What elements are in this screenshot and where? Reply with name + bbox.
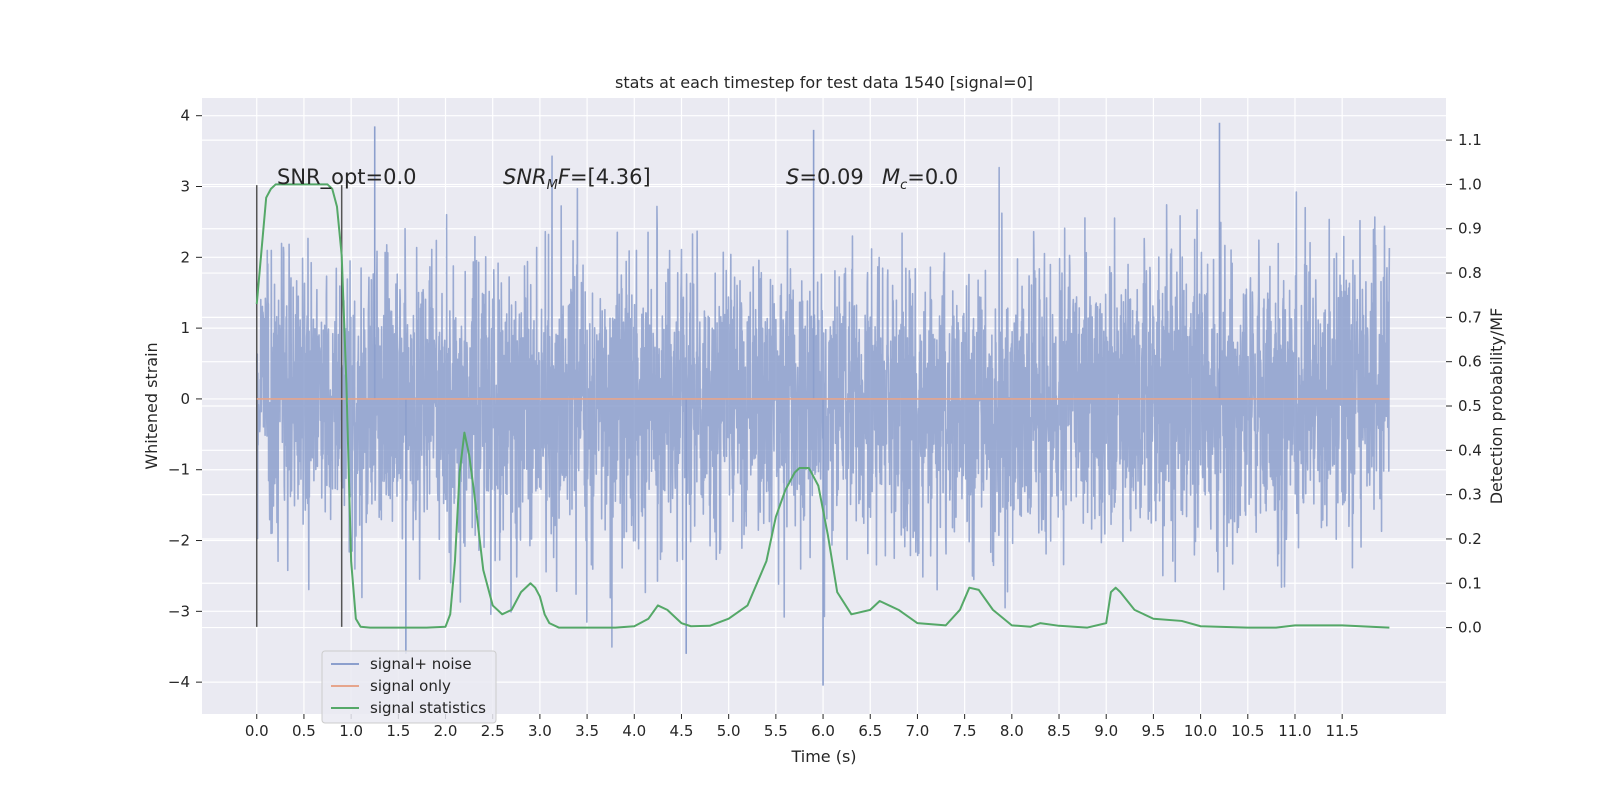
y-tick-label-3: 1 <box>180 319 190 337</box>
annotation-s-symbol: S <box>786 165 799 189</box>
x-tick-label-20: 10.0 <box>1184 722 1217 740</box>
y-tick-label-6: −2 <box>168 532 190 550</box>
legend-box <box>321 650 497 724</box>
annotation-mc-symbol: M <box>882 165 900 189</box>
y2-tick-label-7: 0.4 <box>1458 441 1482 459</box>
x-tick-label-13: 6.5 <box>858 722 882 740</box>
series-line-signal-statistics <box>255 183 1390 629</box>
legend-label-signal-statistics: signal statistics <box>370 699 486 717</box>
y2-axis-ticks: 1.1 1.0 0.9 0.8 0.7 0.6 0.5 0.4 0.3 0.2 0.1 0.0 <box>1446 131 1482 637</box>
annotation-s: S=0.09 <box>786 165 864 189</box>
y-tick-label-7: −3 <box>168 602 190 620</box>
annotation-s-value: =0.09 <box>799 165 863 189</box>
legend: signal+ noise signal only signal statist… <box>321 650 497 724</box>
y2-tick-label-2: 0.9 <box>1458 220 1482 238</box>
x-tick-label-0: 0.0 <box>245 722 269 740</box>
y-tick-label-5: −1 <box>168 461 190 479</box>
y2-tick-label-3: 0.8 <box>1458 264 1482 282</box>
x-tick-label-6: 3.0 <box>528 722 552 740</box>
x-tick-label-16: 8.0 <box>1000 722 1024 740</box>
x-tick-label-11: 5.5 <box>764 722 788 740</box>
x-tick-label-15: 7.5 <box>953 722 977 740</box>
y2-tick-label-5: 0.6 <box>1458 353 1482 371</box>
x-tick-label-2: 1.0 <box>339 722 363 740</box>
y-tick-label-1: 3 <box>180 178 190 196</box>
x-tick-label-12: 6.0 <box>811 722 835 740</box>
y-tick-label-2: 2 <box>180 248 190 266</box>
y-axis-ticks: 4 3 2 1 0 −1 −2 −3 −4 <box>168 107 202 691</box>
x-tick-label-19: 9.5 <box>1141 722 1165 740</box>
x-tick-label-7: 3.5 <box>575 722 599 740</box>
x-tick-label-4: 2.0 <box>434 722 458 740</box>
annotation-snr-mf-main: SNR <box>503 165 547 189</box>
legend-label-signal-noise: signal+ noise <box>370 655 472 673</box>
annotation-mc-sub: c <box>900 178 907 193</box>
y2-tick-label-9: 0.2 <box>1458 530 1482 548</box>
x-tick-label-23: 11.5 <box>1325 722 1358 740</box>
annotation-mc-value: =0.0 <box>907 165 958 189</box>
x-tick-label-22: 11.0 <box>1278 722 1311 740</box>
x-tick-label-1: 0.5 <box>292 722 316 740</box>
foreground-series <box>255 183 1390 629</box>
x-tick-label-9: 4.5 <box>670 722 694 740</box>
x-tick-label-5: 2.5 <box>481 722 505 740</box>
y2-tick-label-1: 1.0 <box>1458 175 1482 193</box>
x-axis-ticks: 0.0 0.5 1.0 1.5 2.0 2.5 3.0 3.5 4.0 4.5 5.0 5.5 6.0 6… <box>245 714 1359 740</box>
annotations: SNR_opt=0.0 SNRMF=[4.36] S=0.09 Mc=0.0 <box>277 165 958 193</box>
annotation-snr-mf-value: =[4.36] <box>570 165 651 189</box>
annotation-snr-mf-sub: M <box>547 178 558 193</box>
y2-tick-label-10: 0.1 <box>1458 574 1482 592</box>
legend-label-signal-only: signal only <box>370 677 451 695</box>
annotation-snr-mf: SNRMF=[4.36] <box>503 165 651 193</box>
annotation-snr-mf-f: F <box>558 165 571 189</box>
annotation-snr-opt: SNR_opt=0.0 <box>277 165 417 190</box>
x-tick-label-21: 10.5 <box>1231 722 1264 740</box>
annotation-mc: Mc=0.0 <box>882 165 958 193</box>
x-tick-label-14: 7.0 <box>906 722 930 740</box>
y2-tick-label-8: 0.3 <box>1458 486 1482 504</box>
y-axis-label: Whitened strain <box>142 342 161 469</box>
x-tick-label-10: 5.0 <box>717 722 741 740</box>
y2-tick-label-6: 0.5 <box>1458 397 1482 415</box>
x-tick-label-17: 8.5 <box>1047 722 1071 740</box>
x-axis-label: Time (s) <box>790 747 856 766</box>
series-signal-noise <box>255 122 1391 686</box>
x-tick-label-3: 1.5 <box>386 722 410 740</box>
y2-tick-label-0: 1.1 <box>1458 131 1482 149</box>
x-tick-label-8: 4.0 <box>622 722 646 740</box>
y-tick-label-8: −4 <box>168 673 190 691</box>
y-tick-label-0: 4 <box>180 107 190 125</box>
y2-tick-label-4: 0.7 <box>1458 308 1482 326</box>
y-tick-label-4: 0 <box>180 390 190 408</box>
x-tick-label-18: 9.0 <box>1094 722 1118 740</box>
chart-title: stats at each timestep for test data 154… <box>615 73 1033 92</box>
y2-tick-label-11: 0.0 <box>1458 619 1482 637</box>
y2-axis-label: Detection probability/MF <box>1487 308 1506 505</box>
